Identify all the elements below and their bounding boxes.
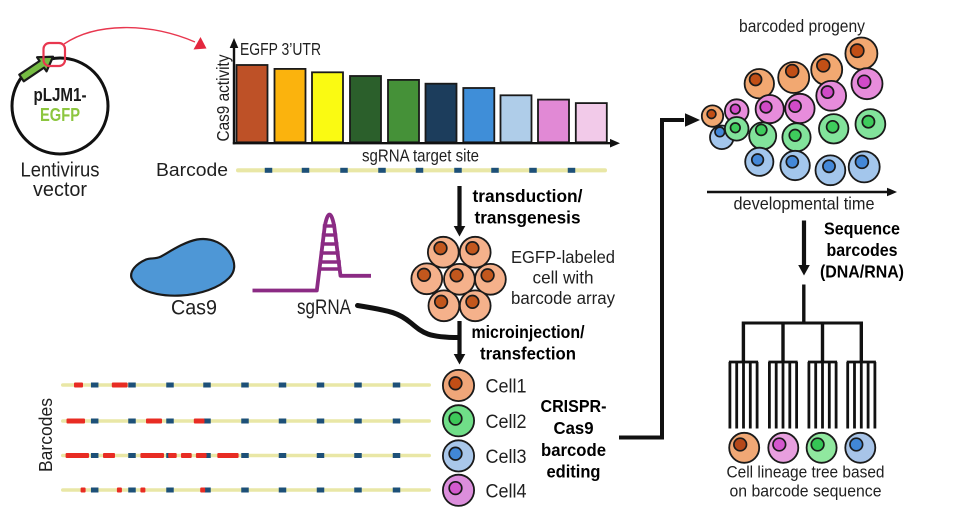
svg-text:sgRNA target site: sgRNA target site xyxy=(362,146,479,166)
svg-text:barcoded progeny: barcoded progeny xyxy=(739,16,865,36)
svg-text:Cas9: Cas9 xyxy=(554,418,594,438)
svg-text:editing: editing xyxy=(547,462,601,482)
svg-text:transfection: transfection xyxy=(480,344,576,364)
svg-text:Cell lineage tree based: Cell lineage tree based xyxy=(727,464,885,482)
svg-text:pLJM1-: pLJM1- xyxy=(34,85,87,105)
svg-text:EGFP 3’UTR: EGFP 3’UTR xyxy=(240,39,321,59)
svg-text:barcode: barcode xyxy=(541,440,606,460)
svg-text:Cell2: Cell2 xyxy=(486,411,527,433)
svg-text:EGFP-labeled: EGFP-labeled xyxy=(511,247,615,267)
svg-text:(DNA/RNA): (DNA/RNA) xyxy=(820,262,904,282)
svg-text:Cell1: Cell1 xyxy=(486,376,527,398)
svg-text:Cell3: Cell3 xyxy=(486,446,527,468)
svg-text:cell with: cell with xyxy=(533,268,594,288)
svg-text:vector: vector xyxy=(33,178,87,201)
svg-text:Barcode: Barcode xyxy=(156,159,228,180)
svg-text:sgRNA: sgRNA xyxy=(297,295,352,319)
svg-text:microinjection/: microinjection/ xyxy=(472,322,585,342)
svg-text:Barcodes: Barcodes xyxy=(36,398,56,472)
svg-text:Cas9 activity: Cas9 activity xyxy=(213,54,233,141)
svg-text:Cas9: Cas9 xyxy=(171,296,217,320)
svg-text:barcodes: barcodes xyxy=(827,240,898,260)
svg-text:Cell4: Cell4 xyxy=(486,480,527,502)
svg-text:Sequence: Sequence xyxy=(824,219,900,239)
svg-text:on barcode sequence: on barcode sequence xyxy=(730,483,882,501)
svg-text:barcode array: barcode array xyxy=(511,288,615,308)
svg-text:transduction/: transduction/ xyxy=(473,186,583,206)
svg-text:CRISPR-: CRISPR- xyxy=(541,396,607,416)
svg-text:developmental time: developmental time xyxy=(734,194,875,214)
svg-text:transgenesis: transgenesis xyxy=(475,208,581,228)
svg-text:Lentivirus: Lentivirus xyxy=(21,159,100,182)
svg-text:EGFP: EGFP xyxy=(40,105,80,125)
